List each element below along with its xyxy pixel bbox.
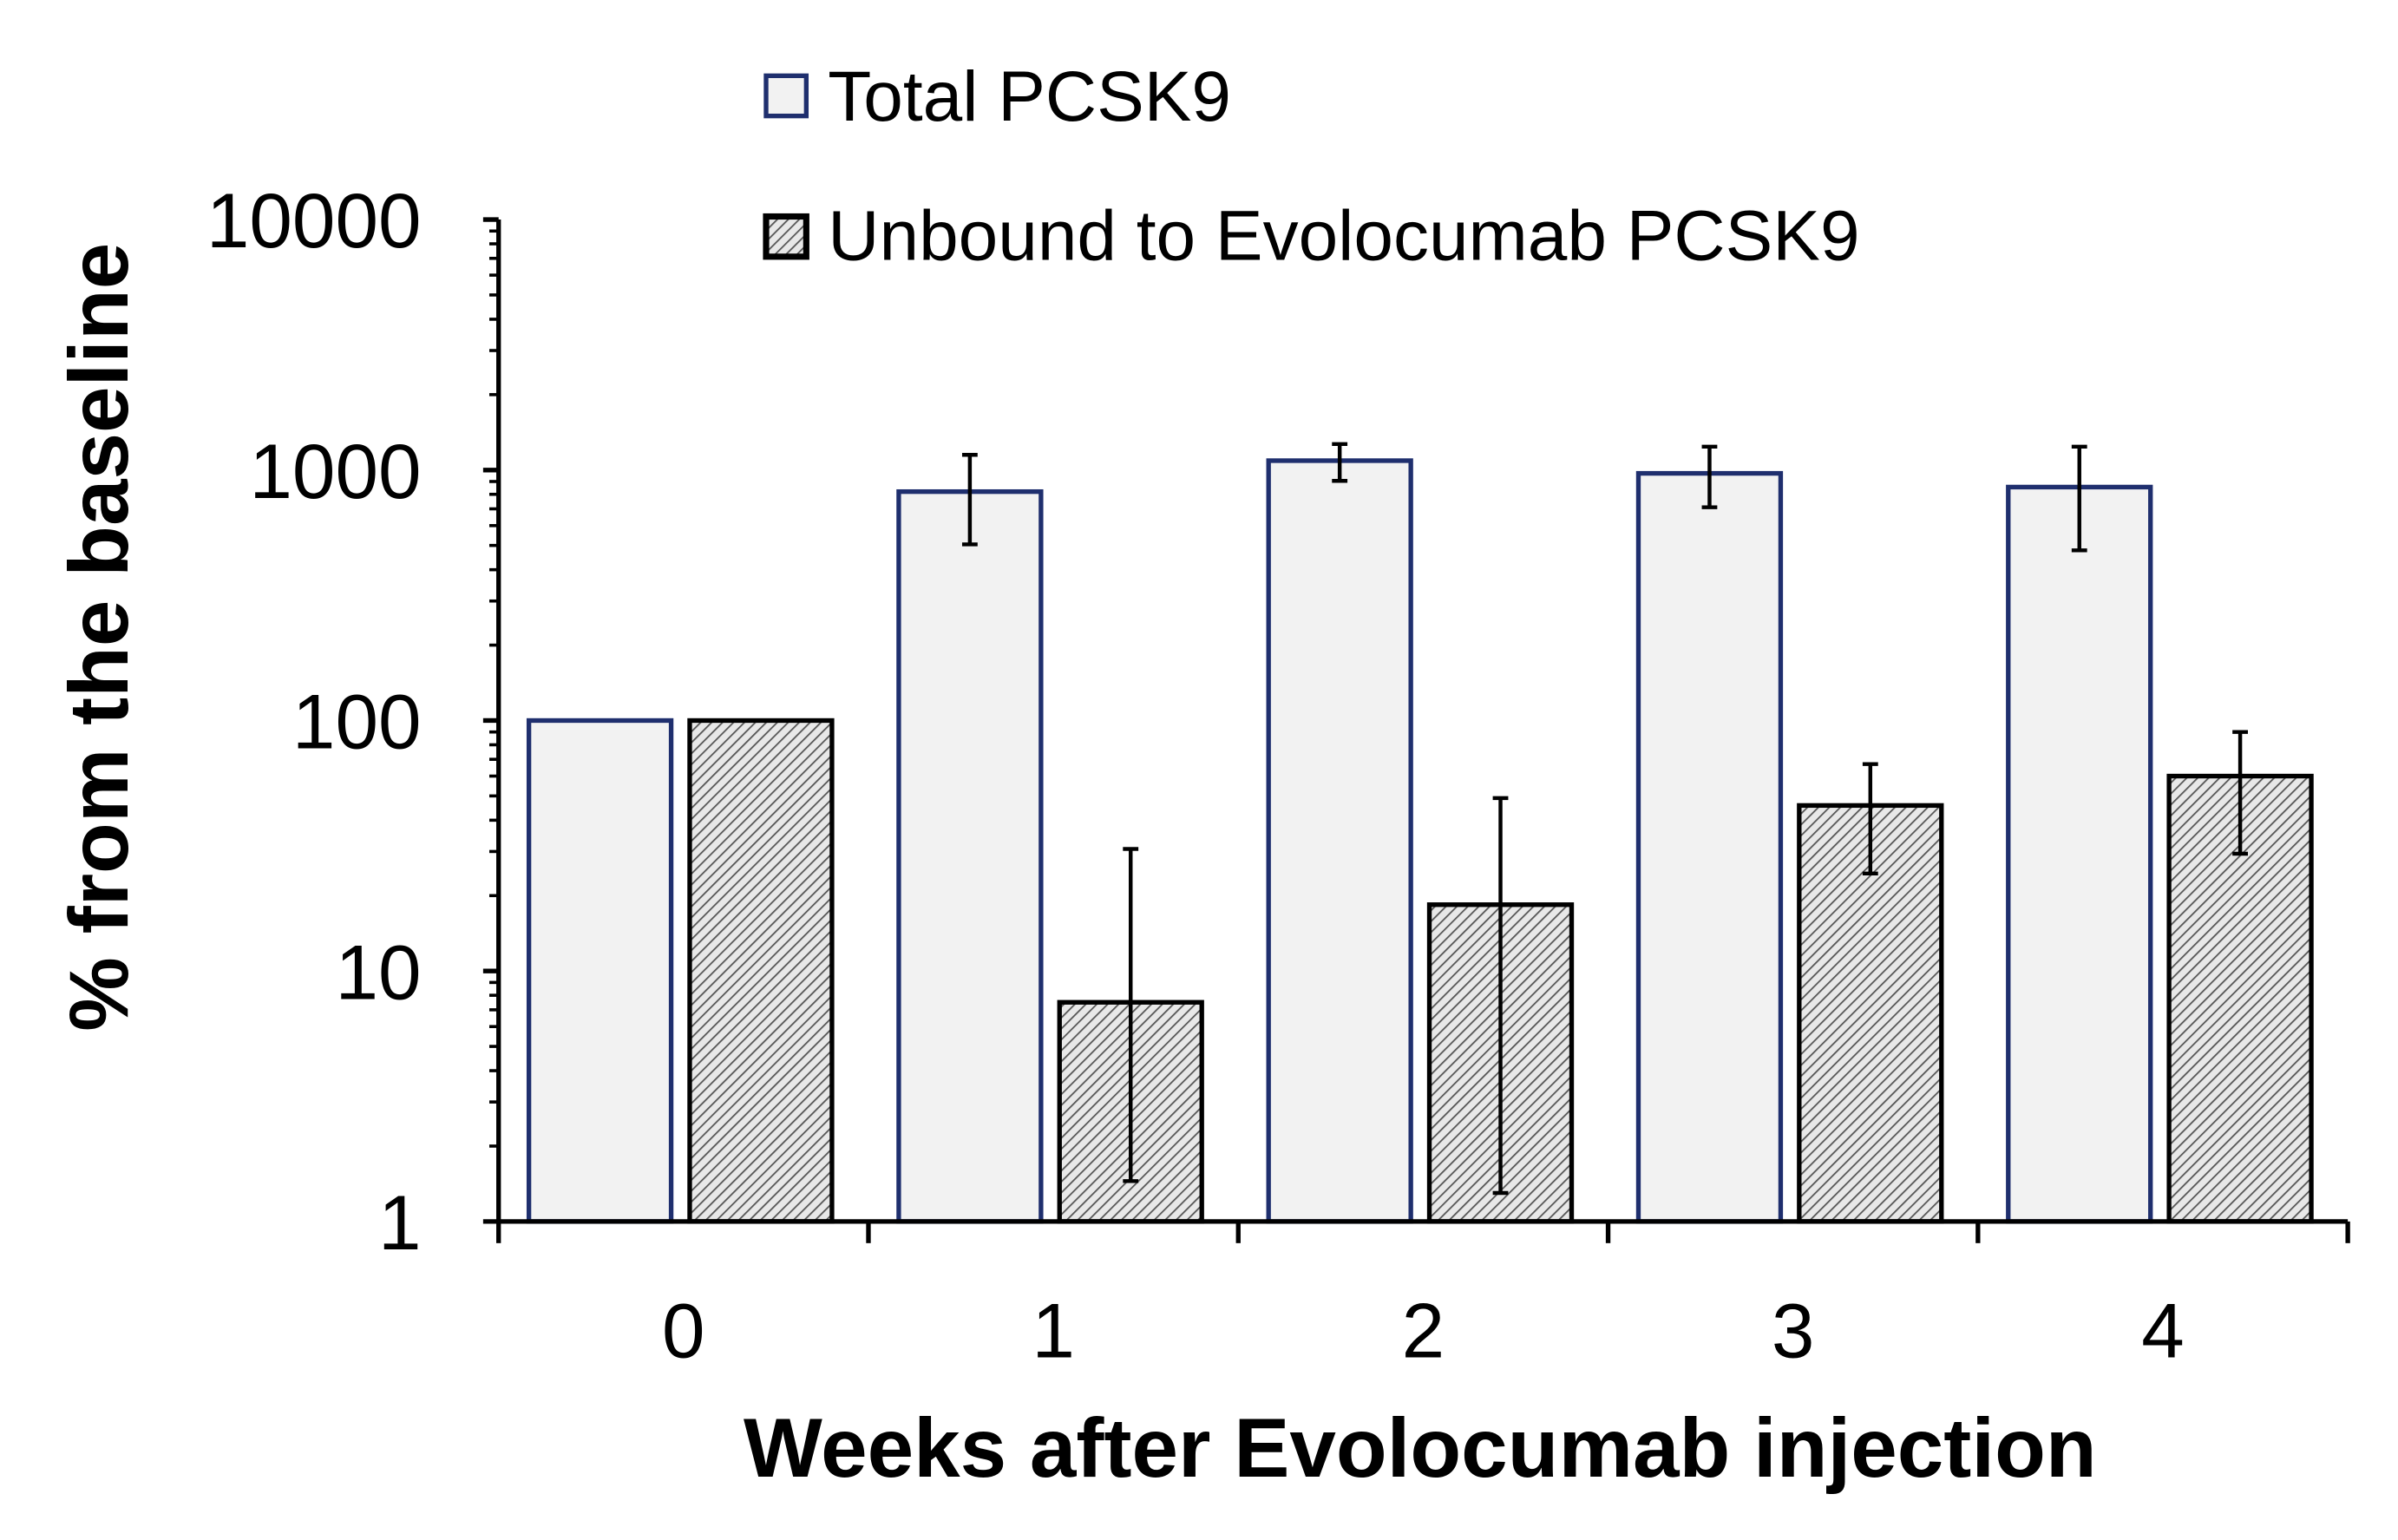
bar-total — [2006, 484, 2153, 1224]
legend-swatch-unbound — [763, 213, 809, 260]
x-tick-label: 1 — [1032, 1288, 1075, 1374]
x-tick-label: 4 — [2141, 1288, 2185, 1374]
y-tick-label: 10 — [335, 928, 421, 1015]
x-tick-label: 0 — [662, 1288, 705, 1374]
x-axis: 0 1 2 3 4 — [496, 1219, 2350, 1374]
x-tick-label: 2 — [1402, 1288, 1445, 1374]
y-tick-label: 1000 — [249, 428, 421, 514]
y-axis: 1 10 100 1000 10000 — [206, 177, 501, 1266]
y-tick-label: 1 — [378, 1179, 422, 1266]
plot-area — [526, 442, 2314, 1224]
bar-total — [1266, 458, 1413, 1224]
bar-total — [896, 488, 1044, 1224]
bar-total — [1635, 470, 1784, 1224]
legend: Total PCSK9 Unbound to Evolocumab PCSK9 — [763, 57, 1860, 275]
y-tick-label: 10000 — [206, 177, 422, 264]
legend-swatch-total — [763, 73, 809, 119]
x-tick-label: 3 — [1772, 1288, 1815, 1374]
bar-unbound — [687, 718, 835, 1224]
y-axis-label: % from the baseline — [53, 243, 146, 1032]
bar-total — [526, 718, 674, 1224]
legend-label-total: Total PCSK9 — [828, 57, 1231, 136]
legend-label-unbound: Unbound to Evolocumab PCSK9 — [828, 196, 1859, 275]
x-axis-label: Weeks after Evolocumab injection — [744, 1402, 2097, 1495]
y-tick-label: 100 — [292, 678, 422, 765]
